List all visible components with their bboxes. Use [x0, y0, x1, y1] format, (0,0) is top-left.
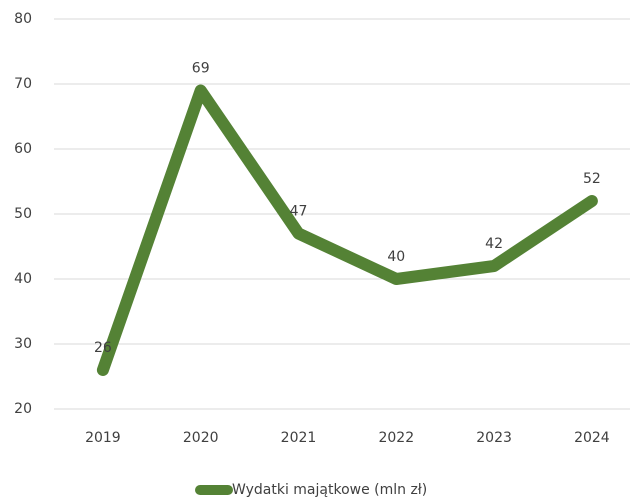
data-line — [96, 84, 598, 376]
data-label: 52 — [583, 171, 601, 187]
x-tick-label: 2019 — [85, 430, 121, 446]
y-tick-label: 60 — [14, 141, 32, 157]
y-tick-label: 40 — [14, 271, 32, 287]
data-label: 26 — [94, 340, 112, 356]
y-tick-label: 80 — [14, 11, 32, 27]
x-tick-label: 2020 — [183, 430, 219, 446]
data-label: 69 — [192, 61, 210, 77]
data-label: 47 — [290, 204, 308, 220]
x-tick-label: 2022 — [378, 430, 414, 446]
y-tick-label: 50 — [14, 206, 32, 222]
y-tick-label: 20 — [14, 401, 32, 417]
x-tick-label: 2021 — [281, 430, 317, 446]
legend-label: Wydatki majątkowe (mln zł) — [232, 482, 427, 498]
y-tick-label: 70 — [14, 76, 32, 92]
x-tick-label: 2023 — [476, 430, 512, 446]
x-tick-label: 2024 — [574, 430, 610, 446]
data-label: 42 — [485, 236, 503, 252]
y-tick-label: 30 — [14, 336, 32, 352]
data-label: 40 — [387, 249, 405, 265]
